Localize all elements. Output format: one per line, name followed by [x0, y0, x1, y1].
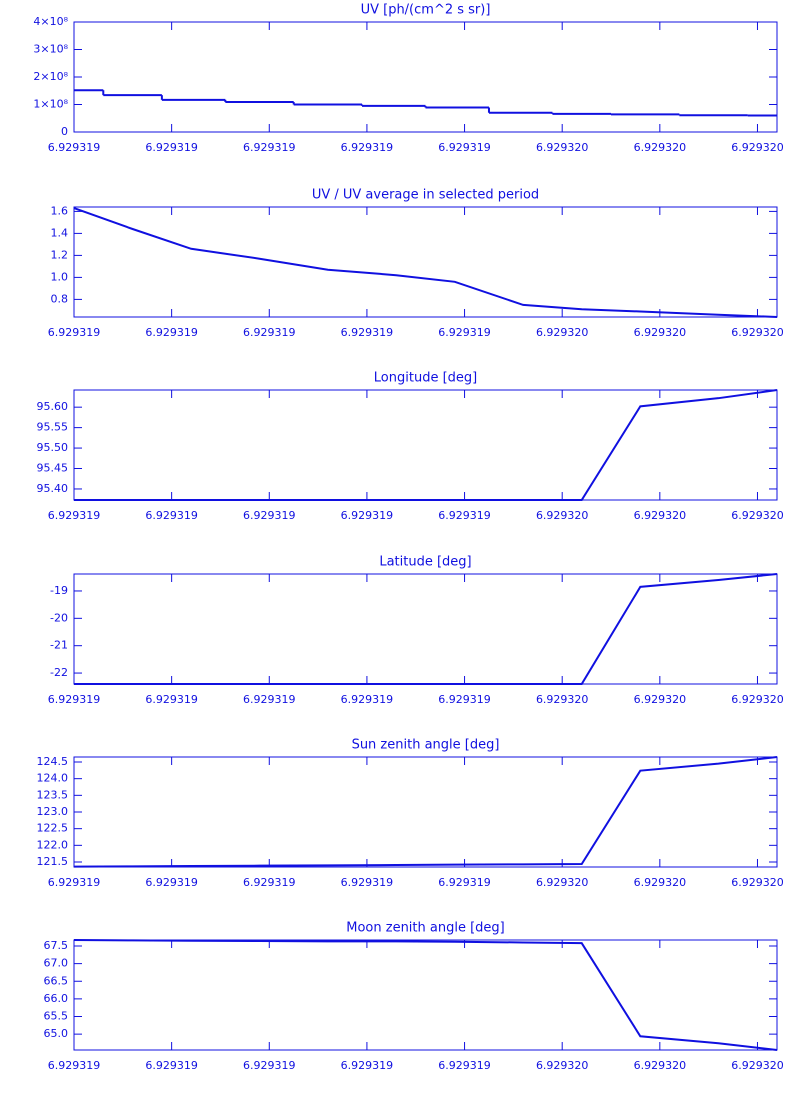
x-tick-label: 6.929320	[634, 1059, 687, 1072]
x-tick-label: 6.929319	[341, 876, 394, 889]
x-tick-label: 6.929320	[731, 1059, 784, 1072]
y-tick-label: 65.0	[44, 1027, 69, 1040]
x-tick-label: 6.929319	[48, 326, 101, 339]
y-tick-label: 0.8	[51, 292, 69, 305]
x-tick-label: 6.929320	[536, 326, 589, 339]
x-tick-label: 6.929319	[48, 141, 101, 154]
plot-frame	[73, 939, 778, 1051]
y-tick-label: 3×10⁸	[33, 43, 68, 56]
x-tick-label: 6.929319	[243, 876, 296, 889]
y-tick-label: 1.0	[51, 270, 69, 283]
x-tick-label: 6.929320	[731, 876, 784, 889]
y-tick-label: 67.0	[44, 957, 69, 970]
y-tick-label: 124.5	[37, 755, 69, 768]
x-tick-label: 6.929319	[341, 1059, 394, 1072]
data-line	[73, 207, 778, 318]
y-tick-label: 95.50	[37, 441, 69, 454]
x-tick-label: 6.929320	[536, 509, 589, 522]
x-tick-label: 6.929320	[536, 141, 589, 154]
y-tick-label: 1.6	[51, 204, 69, 217]
x-tick-label: 6.929319	[341, 693, 394, 706]
x-tick-label: 6.929319	[145, 1059, 198, 1072]
data-line	[73, 756, 778, 868]
y-tick-label: 1.2	[51, 248, 69, 261]
plot-frame	[73, 389, 778, 501]
x-tick-label: 6.929320	[634, 326, 687, 339]
chart-title: UV / UV average in selected period	[312, 188, 539, 203]
x-tick-label: 6.929319	[48, 876, 101, 889]
x-tick-label: 6.929319	[243, 1059, 296, 1072]
x-tick-label: 6.929319	[145, 509, 198, 522]
y-tick-label: 0	[61, 125, 68, 138]
y-tick-label: 122.5	[37, 822, 69, 835]
y-tick-label: 95.60	[37, 400, 69, 413]
x-tick-label: 6.929320	[731, 509, 784, 522]
y-tick-label: 95.40	[37, 482, 69, 495]
chart-title: Latitude [deg]	[379, 555, 471, 570]
y-tick-label: 2×10⁸	[33, 70, 68, 83]
x-tick-label: 6.929319	[145, 141, 198, 154]
x-tick-label: 6.929319	[145, 876, 198, 889]
x-tick-label: 6.929319	[48, 1059, 101, 1072]
x-tick-label: 6.929319	[438, 876, 491, 889]
plot-frame	[73, 206, 778, 318]
y-tick-label: 95.55	[37, 421, 69, 434]
x-tick-label: 6.929319	[48, 693, 101, 706]
x-tick-label: 6.929319	[341, 141, 394, 154]
y-tick-label: 66.0	[44, 992, 69, 1005]
y-tick-label: -21	[50, 639, 68, 652]
x-tick-label: 6.929319	[48, 509, 101, 522]
y-tick-label: 67.5	[44, 939, 69, 952]
x-tick-label: 6.929319	[438, 509, 491, 522]
x-tick-label: 6.929320	[731, 693, 784, 706]
x-tick-label: 6.929320	[731, 141, 784, 154]
data-line	[73, 939, 778, 1051]
x-tick-label: 6.929320	[634, 693, 687, 706]
x-tick-label: 6.929319	[243, 326, 296, 339]
plot-frame	[73, 573, 778, 685]
y-tick-label: 1.4	[51, 226, 69, 239]
y-tick-label: 123.5	[37, 788, 69, 801]
x-tick-label: 6.929319	[438, 326, 491, 339]
y-tick-label: -20	[50, 611, 68, 624]
y-tick-label: 65.5	[44, 1010, 69, 1023]
x-tick-label: 6.929320	[634, 509, 687, 522]
x-tick-label: 6.929319	[438, 1059, 491, 1072]
x-tick-label: 6.929320	[536, 876, 589, 889]
y-tick-label: 121.5	[37, 855, 69, 868]
x-tick-label: 6.929320	[634, 141, 687, 154]
data-line	[74, 573, 778, 685]
y-tick-label: 66.5	[44, 974, 69, 987]
data-line	[74, 389, 778, 501]
plot-frame	[73, 756, 778, 868]
x-tick-label: 6.929319	[341, 326, 394, 339]
x-tick-label: 6.929319	[243, 509, 296, 522]
x-tick-label: 6.929320	[731, 326, 784, 339]
x-tick-label: 6.929320	[536, 693, 589, 706]
x-tick-label: 6.929319	[145, 326, 198, 339]
y-tick-label: 124.0	[37, 772, 69, 785]
chart-title: Moon zenith angle [deg]	[346, 921, 504, 936]
chart-title: Sun zenith angle [deg]	[352, 738, 500, 753]
x-tick-label: 6.929320	[634, 876, 687, 889]
y-tick-label: 123.0	[37, 805, 69, 818]
x-tick-label: 6.929319	[438, 141, 491, 154]
x-tick-label: 6.929319	[341, 509, 394, 522]
chart-title: UV [ph/(cm^2 s sr)]	[361, 3, 491, 18]
chart-title: Longitude [deg]	[374, 371, 477, 386]
plot-frame	[73, 21, 778, 133]
x-tick-label: 6.929319	[145, 693, 198, 706]
y-tick-label: -22	[50, 666, 68, 679]
x-tick-label: 6.929319	[438, 693, 491, 706]
y-tick-label: 95.45	[37, 462, 69, 475]
x-tick-label: 6.929319	[243, 693, 296, 706]
y-tick-label: 122.0	[37, 838, 69, 851]
y-tick-label: 4×10⁸	[33, 15, 68, 28]
y-tick-label: 1×10⁸	[33, 98, 68, 111]
x-tick-label: 6.929320	[536, 1059, 589, 1072]
y-tick-label: -19	[50, 584, 68, 597]
x-tick-label: 6.929319	[243, 141, 296, 154]
